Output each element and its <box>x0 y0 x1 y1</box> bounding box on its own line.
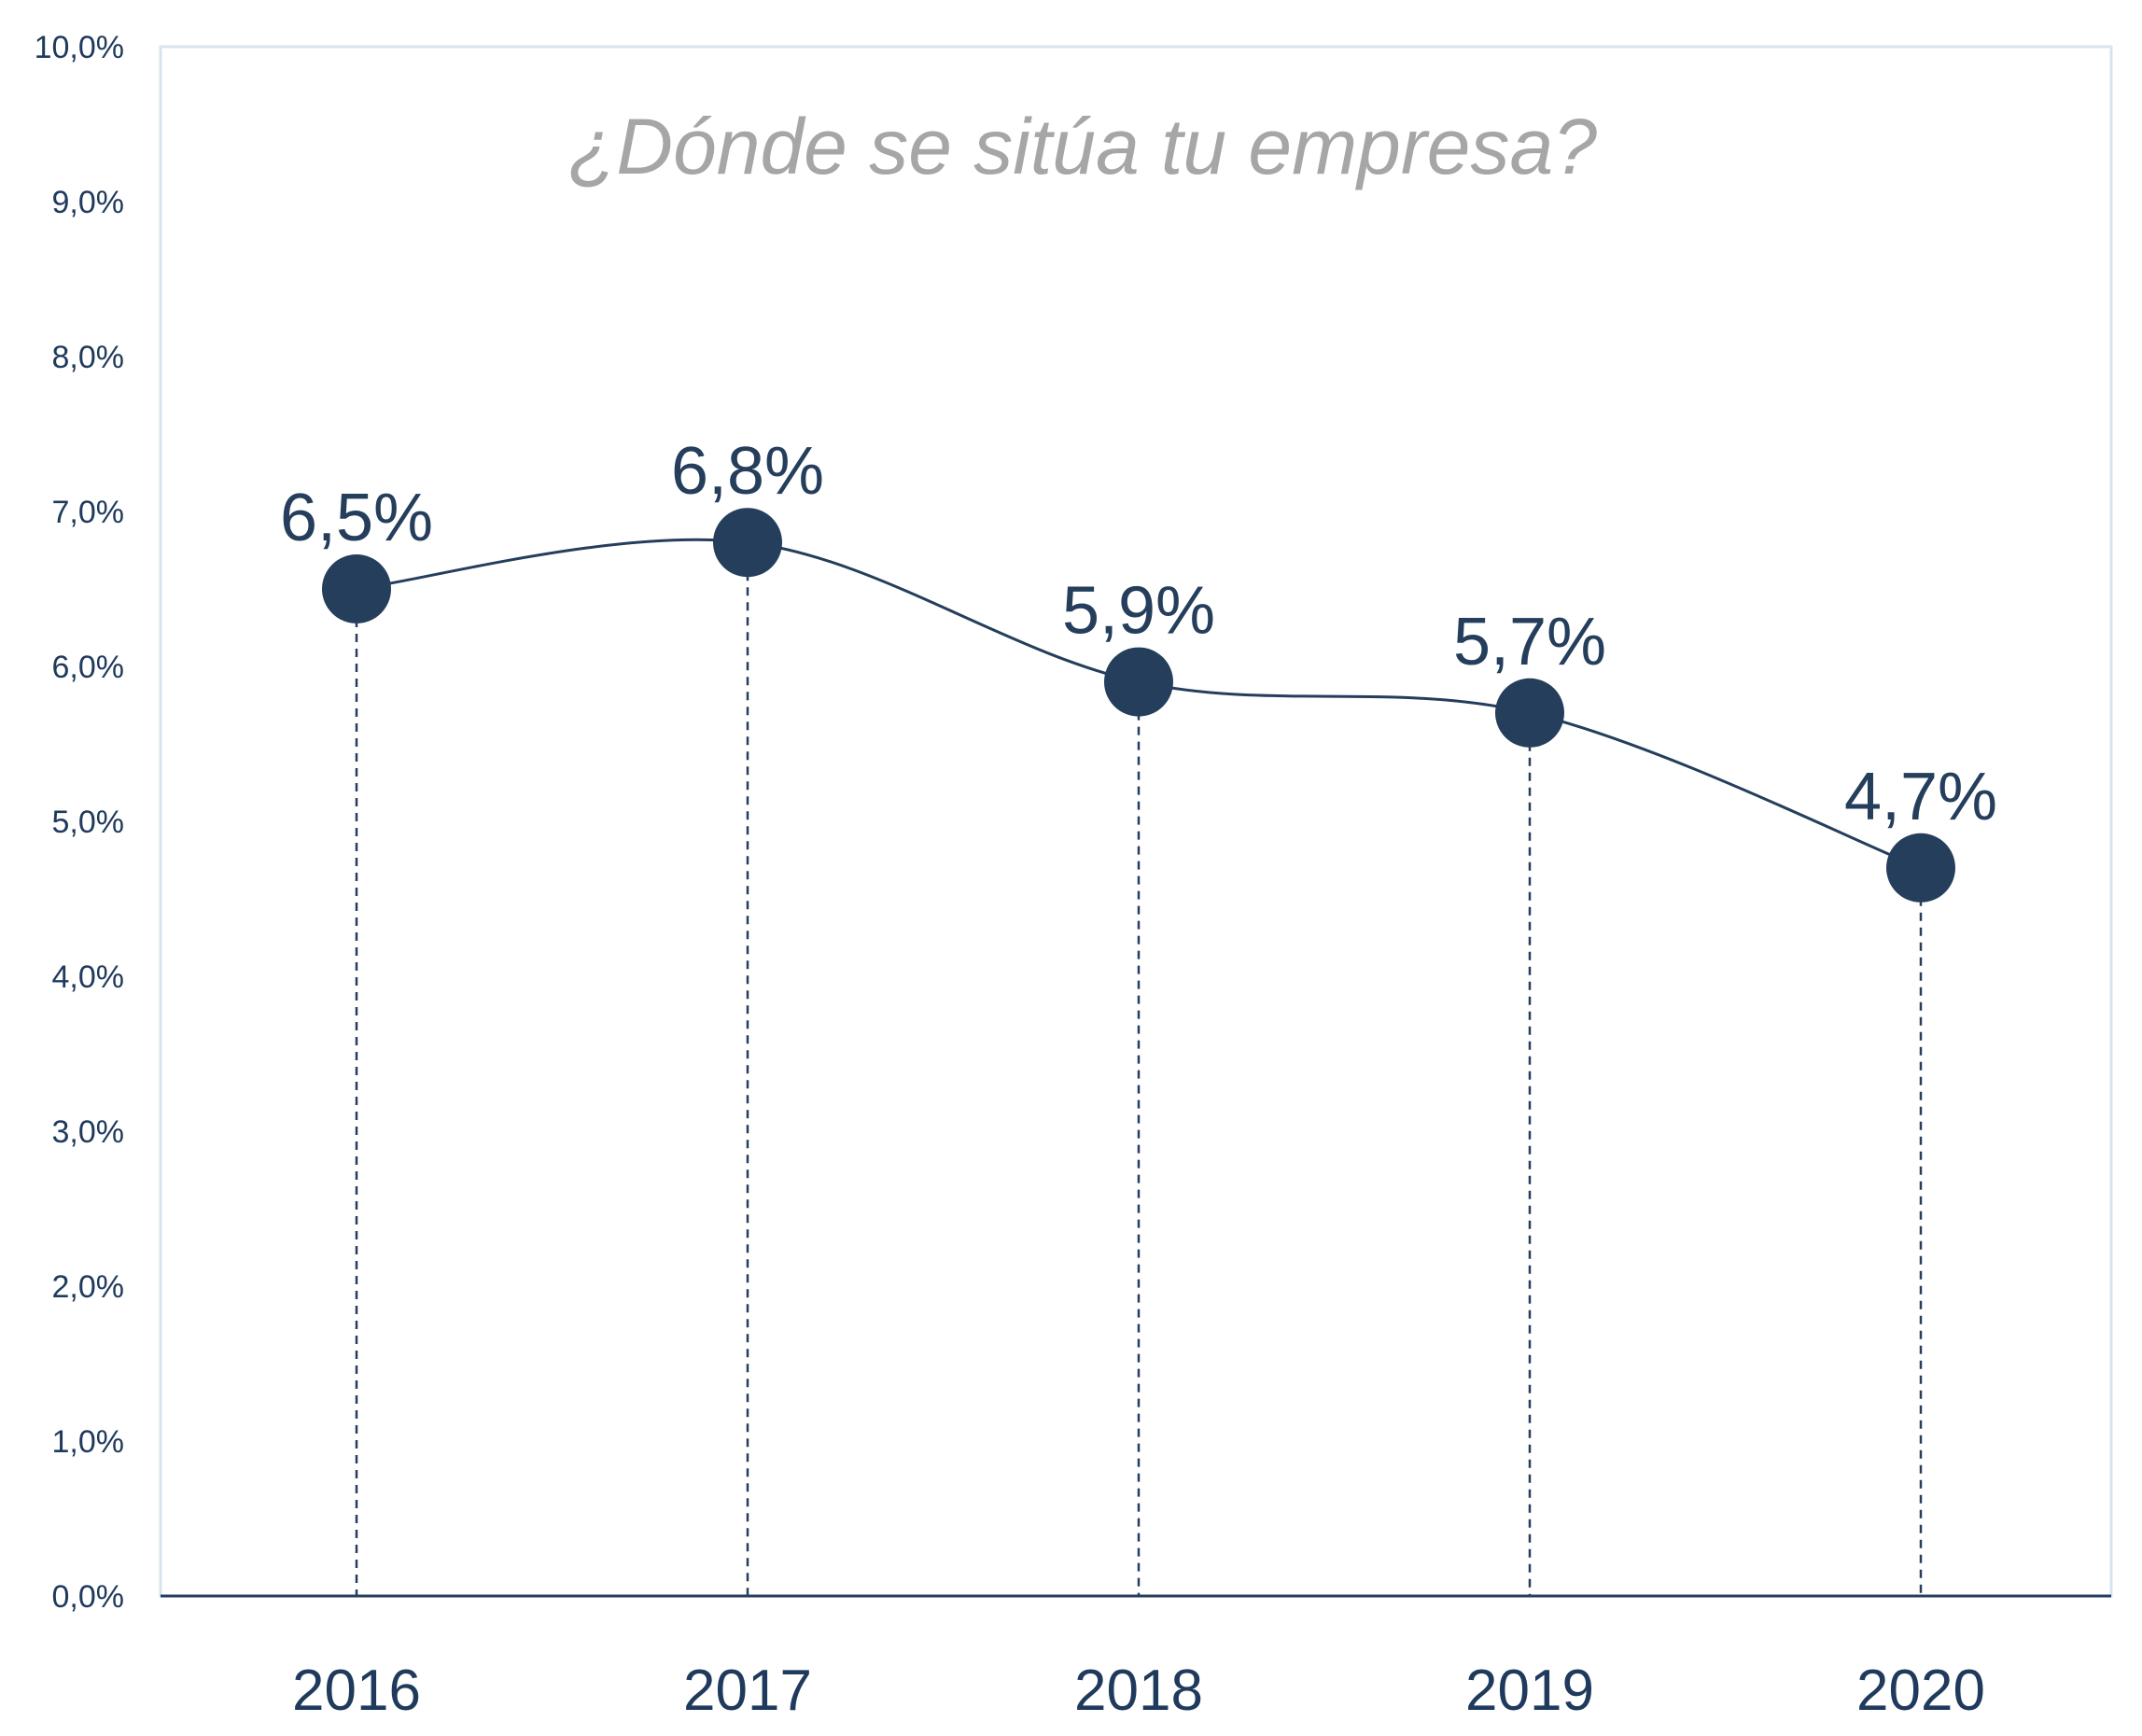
data-point <box>1886 833 1955 903</box>
y-tick-label: 6,0% <box>52 650 125 685</box>
data-label: 4,7% <box>1844 760 1997 834</box>
y-tick-label: 5,0% <box>52 805 125 840</box>
y-tick-label: 2,0% <box>52 1269 125 1305</box>
y-tick-label: 8,0% <box>52 340 125 375</box>
data-point <box>1495 678 1564 748</box>
y-tick-label: 9,0% <box>52 185 125 220</box>
data-markers <box>322 508 1955 903</box>
x-axis: 2016 2017 2018 2019 2020 <box>292 1659 1985 1723</box>
y-tick-label: 10,0% <box>35 30 124 65</box>
y-tick-label: 0,0% <box>52 1579 125 1615</box>
data-point <box>713 508 782 578</box>
chart-title: ¿Dónde se sitúa tu empresa? <box>568 103 1597 190</box>
data-label: 5,9% <box>1062 574 1215 649</box>
data-label: 6,8% <box>671 434 824 509</box>
x-tick-label: 2016 <box>292 1659 421 1723</box>
y-tick-label: 7,0% <box>52 495 125 530</box>
x-tick-label: 2020 <box>1856 1659 1985 1723</box>
data-point <box>1104 647 1173 717</box>
data-labels: 6,5% 6,8% 5,9% 5,7% 4,7% <box>280 434 1997 834</box>
y-tick-label: 4,0% <box>52 959 125 995</box>
x-tick-label: 2018 <box>1074 1659 1203 1723</box>
x-tick-label: 2017 <box>683 1659 812 1723</box>
drop-lines <box>355 542 1923 1596</box>
data-point <box>322 554 391 623</box>
y-axis: 0,0% 1,0% 2,0% 3,0% 4,0% 5,0% 6,0% 7,0% 8,0% 9,0%… <box>35 30 124 1615</box>
x-tick-label: 2019 <box>1465 1659 1594 1723</box>
y-tick-label: 3,0% <box>52 1114 125 1150</box>
data-label: 5,7% <box>1453 605 1606 679</box>
y-tick-label: 1,0% <box>52 1424 125 1460</box>
data-label: 6,5% <box>280 481 433 555</box>
